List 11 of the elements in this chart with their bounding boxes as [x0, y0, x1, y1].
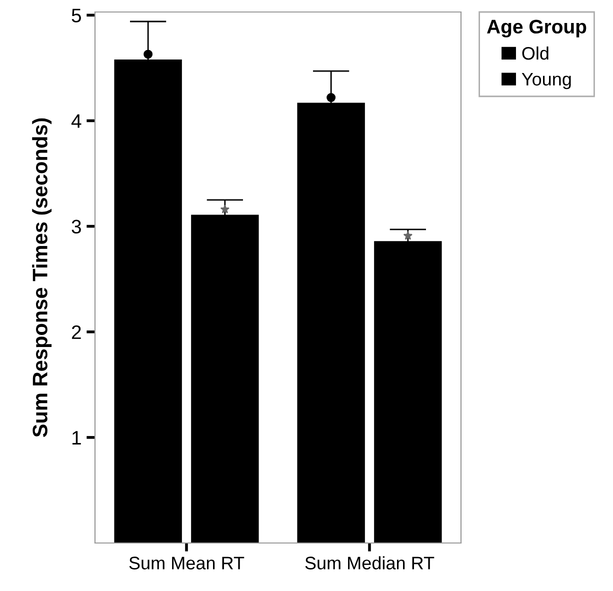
y-tick-label: 2: [72, 325, 81, 339]
y-tick-label: 4: [71, 114, 82, 128]
x-tick-label: Sum Mean RT: [129, 556, 244, 570]
legend-label: Old: [522, 46, 548, 60]
y-tick-label: 5: [72, 8, 81, 22]
legend-label: Young: [522, 72, 571, 90]
x-tick-label: Sum Median RT: [305, 556, 434, 570]
y-tick-label: 3: [72, 220, 81, 234]
y-axis-title: Sum Response Times (seconds): [32, 118, 52, 438]
y-tick-label: 1: [72, 431, 81, 444]
legend-title: Age Group: [487, 20, 586, 38]
